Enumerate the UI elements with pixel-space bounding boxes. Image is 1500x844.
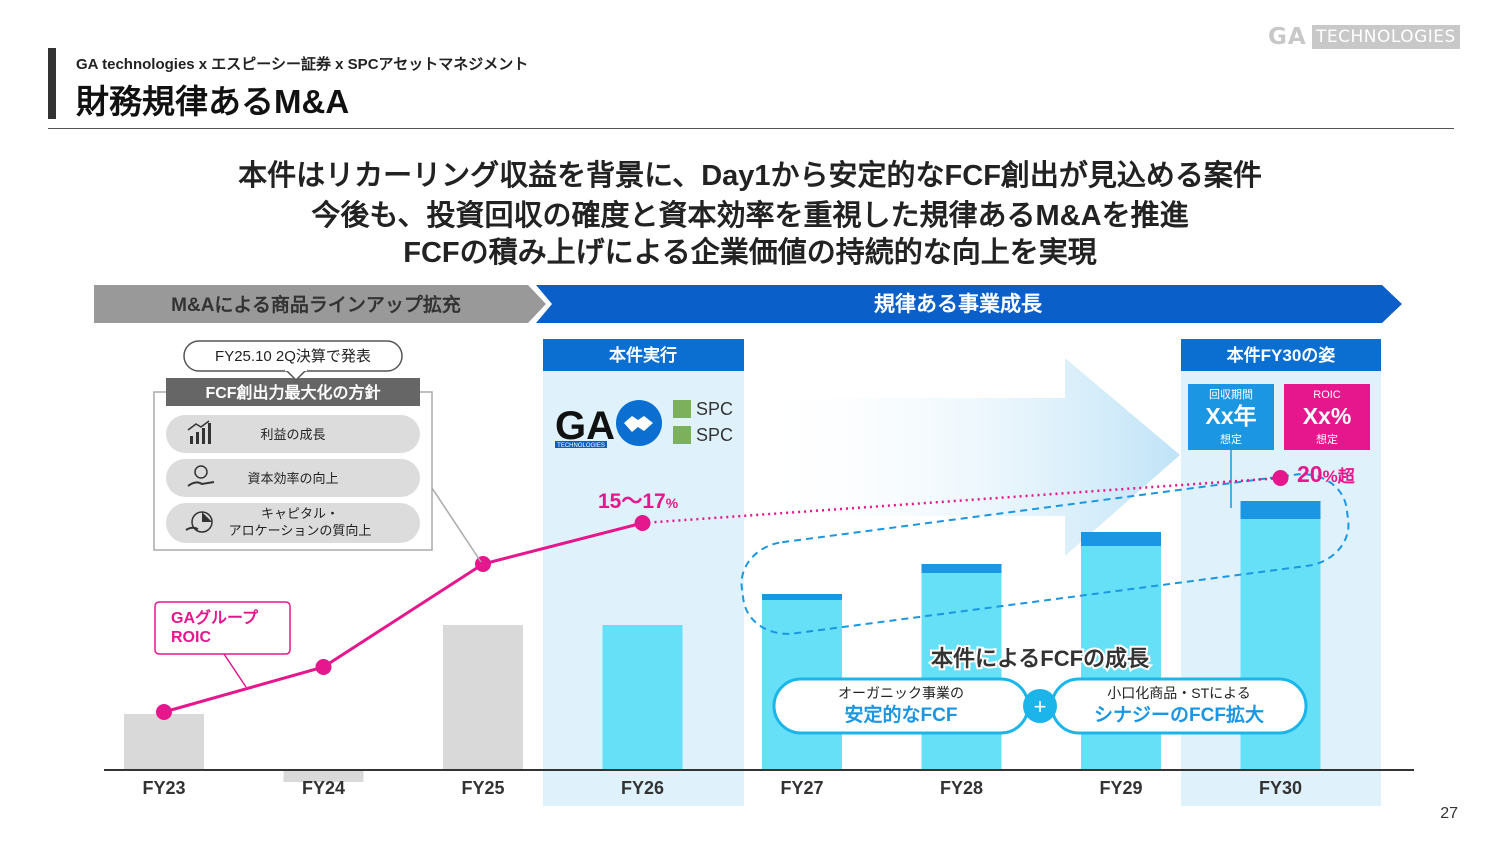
fy30-panel-header	[1181, 339, 1381, 371]
policy-item-allocation-label-2: アロケーションの質向上	[229, 523, 372, 538]
page-subtitle: GA technologies x エスピーシー証券 x SPCアセットマネジメ…	[76, 56, 529, 73]
x-tick-fy25: FY25	[461, 778, 504, 798]
roic-point-fy25	[475, 556, 491, 572]
roic-point-fy26	[634, 515, 651, 531]
banner-left-label: M&Aによる商品ラインアップ拡充	[171, 293, 461, 316]
roic-projection-line	[642, 476, 1281, 525]
ga-logo-mark: GA	[555, 404, 615, 448]
roic-box-value: Xx%	[1303, 403, 1352, 429]
organic-line2: 安定的なFCF	[845, 703, 958, 726]
bar-synergy-fy27	[762, 594, 842, 600]
policy-header: FCF創出力最大化の方針	[205, 383, 380, 402]
title-divider	[48, 128, 1454, 129]
payback-note: 想定	[1220, 432, 1242, 446]
banner-right	[536, 285, 1402, 323]
policy-item-profit	[166, 415, 420, 453]
policy-leader	[431, 487, 482, 563]
fcf-growth-title: 本件によるFCFの成長	[931, 646, 1150, 671]
roic-label-leader	[223, 653, 247, 688]
x-tick-fy28: FY28	[940, 778, 983, 798]
x-tick-fy27: FY27	[780, 778, 823, 798]
growth-chart-icon	[187, 420, 211, 444]
logo-technologies-text: TECHNOLOGIES	[1312, 25, 1460, 49]
payback-box	[1188, 384, 1274, 450]
fy30-roic-unit: %超	[1323, 466, 1356, 486]
lead-line-3: FCFの積み上げによる企業価値の持続的な向上を実現	[403, 237, 1097, 269]
x-tick-fy26: FY26	[621, 778, 664, 798]
synergy-line1: 小口化商品・STによる	[1107, 685, 1250, 701]
x-axis-labels: FY23 FY24 FY25 FY26 FY27 FY28 FY29 FY30	[142, 778, 1302, 798]
page-number: 27	[1440, 805, 1458, 822]
bar-group	[124, 501, 1321, 782]
lead-line-2: 今後も、投資回収の確度と資本効率を重視した規律あるM&Aを推進	[311, 200, 1189, 232]
banner-right-label: 規律ある事業成長	[874, 292, 1043, 316]
policy-header-bg	[166, 378, 420, 406]
bar-fy25	[443, 625, 523, 770]
fy30-roic-value: 20	[1297, 461, 1323, 487]
policy-item-allocation-label-1: キャピタル・	[261, 506, 339, 521]
spc-logo-text-2: SPC	[696, 425, 733, 445]
roic-label-box	[154, 601, 291, 655]
roic-label-line1: GAグループ	[171, 608, 259, 627]
title-accent-bar	[48, 48, 56, 119]
policy-item-profit-label: 利益の成長	[260, 427, 325, 442]
payback-label: 回収期間	[1209, 388, 1253, 401]
roic-box	[1284, 384, 1370, 450]
roic-box-note: 想定	[1316, 432, 1338, 446]
policy-item-allocation	[166, 503, 420, 543]
fy26-roic-unit: %	[666, 495, 679, 511]
payback-value: Xx年	[1205, 403, 1256, 429]
fy30-panel-title: 本件FY30の姿	[1227, 345, 1336, 365]
fy26-roic-value: 15～17	[598, 490, 666, 513]
banner-left	[94, 285, 546, 323]
lead-line-1: 本件はリカーリング収益を背景に、Day1から安定的なFCF創出が見込める案件	[238, 160, 1262, 192]
policy-item-capital-efficiency	[166, 459, 420, 497]
spc-logo-text-1: SPC	[696, 399, 733, 419]
synergy-highlight-ellipse	[740, 473, 1350, 635]
logo-ga-text: GA	[1268, 24, 1307, 50]
x-tick-fy23: FY23	[142, 778, 185, 798]
ga-logo-sub-bg	[555, 441, 607, 448]
execution-panel-header	[543, 339, 744, 371]
roic-box-label: ROIC	[1313, 389, 1341, 401]
roic-point-fy24	[315, 659, 332, 675]
execution-panel-title: 本件実行	[609, 345, 677, 365]
roic-point-fy23	[156, 704, 172, 720]
svg-text:20%超: 20%超	[1297, 461, 1356, 487]
roic-line	[163, 521, 643, 714]
growth-arrow	[750, 358, 1180, 556]
plus-sign: +	[1034, 694, 1047, 719]
spc-logo-square-1	[673, 400, 691, 418]
bar-fy24	[283, 770, 364, 782]
roic-point-fy30	[1272, 470, 1289, 486]
policy-callout-label: FY25.10 2Q決算で発表	[215, 347, 371, 365]
roic-label-line2: ROIC	[171, 629, 211, 646]
bar-fy23	[124, 714, 204, 770]
plus-icon	[1023, 689, 1057, 723]
bar-fy28	[921, 573, 1002, 770]
bar-synergy-fy28	[921, 564, 1002, 573]
bar-synergy-fy29	[1081, 532, 1161, 546]
organic-line1: オーガニック事業の	[838, 685, 964, 701]
company-logo: GA TECHNOLOGIES	[1268, 24, 1472, 50]
bar-synergy-fy30	[1240, 501, 1321, 519]
bar-fy26	[602, 625, 683, 770]
ga-logo-sub: TECHNOLOGIES	[557, 443, 605, 449]
x-tick-fy29: FY29	[1099, 778, 1142, 798]
x-tick-fy30: FY30	[1259, 778, 1302, 798]
money-hand-icon	[187, 465, 215, 487]
policy-item-efficiency-label: 資本効率の向上	[247, 471, 338, 486]
capital-allocation-icon	[185, 511, 213, 533]
synergy-line2: シナジーのFCF拡大	[1094, 703, 1264, 726]
page-title: 財務規律あるM&A	[76, 83, 350, 120]
svg-text:15～17%: 15～17%	[598, 490, 679, 513]
x-tick-fy24: FY24	[302, 778, 345, 798]
spc-logo-square-2	[673, 426, 691, 444]
